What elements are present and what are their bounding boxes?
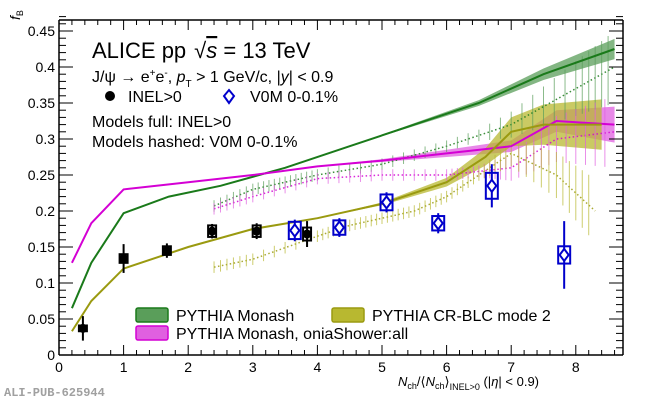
model-band-monash (71, 38, 615, 309)
x-tick-label: 4 (314, 359, 322, 375)
legend-label-v0m: V0M 0-0.1% (250, 89, 338, 106)
data-syst-box-v0m (287, 220, 302, 241)
x-tick-label: 5 (378, 359, 386, 375)
data-point-v0m (333, 219, 346, 236)
y-tick-label: 0.4 (36, 59, 56, 75)
data-point-inel (78, 323, 88, 333)
model-full-curves (71, 48, 615, 332)
y-tick-label: 0.05 (28, 311, 55, 327)
legend-swatch-onia (135, 325, 169, 341)
data-point-inel (207, 226, 217, 236)
chart-subtitle: J/ψ → e+e-, pT > 1 GeV/c, |y| < 0.9 (92, 68, 333, 90)
y-tick-label: 0 (47, 347, 55, 363)
data-point-v0m (432, 215, 444, 231)
legend-label-crblc: PYTHIA CR-BLC mode 2 (372, 308, 551, 325)
model-curve-onia-shower (71, 119, 615, 264)
data-point-v0m (558, 247, 570, 263)
y-tick-label: 0.1 (36, 275, 56, 291)
data-points (77, 164, 572, 341)
legend-marker-inel (105, 91, 115, 101)
model-curve-monash (71, 48, 615, 309)
x-tick-label: 3 (249, 359, 257, 375)
model-hashed-curve-crblc (213, 152, 596, 268)
x-axis-label: Nch/⟨Nch⟩INEL>0 (|η| < 0.9) (398, 374, 539, 392)
data-point-inel (252, 226, 262, 236)
y-axis-label: fB (7, 10, 25, 20)
y-tick-label: 0.45 (28, 23, 55, 39)
data-point-v0m (380, 194, 393, 211)
x-tick-label: 2 (184, 359, 192, 375)
legend-swatch-crblc (331, 307, 365, 323)
data-point-v0m (486, 178, 498, 194)
x-tick-label: 0 (55, 359, 63, 375)
data-syst-box-v0m (484, 171, 499, 200)
x-tick-label: 8 (572, 359, 580, 375)
x-tick-label: 1 (120, 359, 128, 375)
model-band-onia-shower (71, 106, 615, 263)
x-tick-label: 7 (507, 359, 515, 375)
y-tick-label: 0.15 (28, 239, 55, 255)
data-point-inel (119, 254, 129, 264)
x-tick-label: 6 (443, 359, 451, 375)
y-tick-label: 0.35 (28, 95, 55, 111)
model-bands (71, 38, 615, 332)
y-tick-label: 0.25 (28, 167, 55, 183)
data-point-inel (162, 246, 172, 256)
y-tick-label: 0.3 (36, 131, 56, 147)
legend-label-onia: PYTHIA Monash, oniaShower:all (176, 326, 408, 343)
model-curve-crblc (71, 123, 602, 332)
data-point-inel (302, 229, 312, 239)
legend-label-inel: INEL>0 (128, 89, 182, 106)
data-syst-box-v0m (557, 245, 572, 265)
legend-marker-v0m (222, 88, 236, 105)
legend-label-monash: PYTHIA Monash (176, 308, 294, 325)
data-point-v0m (289, 222, 301, 239)
model-hashed-curves (213, 36, 615, 273)
note-models-hashed: Models hashed: V0M 0-0.1% (92, 134, 297, 151)
publication-id-watermark: ALI-PUB-625944 (4, 386, 105, 400)
chart-title: ALICE pp √s = 13 TeV (92, 38, 311, 63)
y-tick-label: 0.2 (36, 203, 56, 219)
data-syst-box-v0m (379, 193, 394, 212)
axes: 0 1 2 3 4 5 6 7 8 0 0.05 0.1 0.15 0.2 0.25 0.3 0.35 0.4 0.… (28, 16, 624, 375)
note-models-full: Models full: INEL>0 (92, 114, 231, 131)
legend-swatch-monash (135, 307, 169, 323)
